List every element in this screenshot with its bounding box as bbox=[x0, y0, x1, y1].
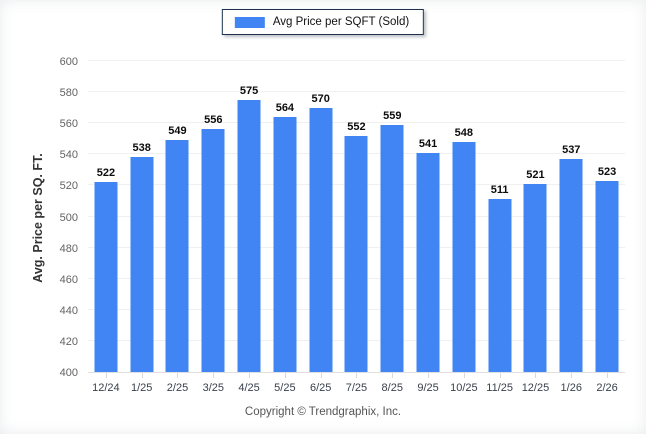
bar bbox=[165, 140, 189, 372]
gridline bbox=[88, 122, 625, 124]
x-tick-label: 1/26 bbox=[560, 382, 582, 394]
y-tick-label: 580 bbox=[59, 87, 78, 100]
bar bbox=[559, 158, 583, 372]
bar-slot: 523 2/26 bbox=[589, 62, 625, 394]
x-axis-tick bbox=[607, 373, 609, 378]
bar-value-label: 575 bbox=[239, 84, 259, 97]
bar-value-label: 541 bbox=[418, 137, 438, 150]
bar bbox=[309, 107, 333, 372]
bar-slot: 564 5/25 bbox=[267, 62, 303, 394]
bar-value-label: 522 bbox=[96, 167, 116, 180]
bar-slot: 575 4/25 bbox=[231, 62, 267, 394]
x-axis-tick bbox=[284, 373, 286, 378]
bar bbox=[380, 124, 404, 372]
x-tick-label: 10/25 bbox=[450, 382, 478, 394]
x-axis-tick bbox=[105, 373, 107, 378]
legend-swatch-icon bbox=[234, 16, 265, 28]
bar bbox=[488, 199, 512, 372]
x-tick-label: 12/24 bbox=[92, 382, 120, 394]
x-axis-tick bbox=[177, 373, 179, 378]
bar bbox=[416, 152, 440, 372]
copyright-text: Copyright © Trendgraphix, Inc. bbox=[244, 406, 402, 418]
x-axis-tick bbox=[320, 373, 322, 378]
x-tick-label: 1/25 bbox=[130, 382, 153, 394]
bar-slot: 521 12/25 bbox=[518, 62, 554, 394]
x-axis-tick bbox=[499, 373, 501, 378]
x-axis-tick bbox=[428, 373, 430, 378]
x-axis-tick bbox=[141, 373, 143, 378]
x-axis-tick bbox=[571, 373, 573, 378]
bar-slot: 552 7/25 bbox=[339, 62, 375, 394]
bar bbox=[273, 116, 297, 372]
y-tick-label: 500 bbox=[59, 211, 78, 224]
x-tick-label: 4/25 bbox=[238, 382, 260, 394]
bar-value-label: 559 bbox=[383, 109, 402, 122]
bar-slot: 538 1/25 bbox=[124, 62, 160, 394]
plot-area: 522 12/24 538 1/25 549 2/25 556 3/25 575 4/25 564 5… bbox=[88, 60, 625, 394]
x-tick-label: 12/25 bbox=[521, 382, 550, 394]
x-tick-label: 9/25 bbox=[417, 382, 439, 394]
y-tick-label: 600 bbox=[59, 56, 78, 68]
x-tick-label: 7/25 bbox=[345, 382, 368, 394]
x-tick-label: 8/25 bbox=[381, 382, 403, 394]
bar-value-label: 552 bbox=[347, 120, 366, 133]
y-tick-label: 480 bbox=[59, 242, 78, 255]
bar-value-label: 564 bbox=[275, 101, 295, 114]
bar-value-label: 511 bbox=[490, 184, 509, 197]
bars-row: 522 12/24 538 1/25 549 2/25 556 3/25 575 4/25 564 5… bbox=[88, 62, 625, 394]
bar-slot: 537 1/26 bbox=[553, 62, 589, 394]
bar-value-label: 549 bbox=[168, 125, 187, 138]
bar bbox=[452, 141, 476, 372]
bar bbox=[130, 157, 154, 372]
bar-slot: 556 3/25 bbox=[195, 62, 231, 394]
bar-value-label: 523 bbox=[597, 165, 617, 178]
bar-slot: 522 12/24 bbox=[88, 62, 124, 394]
bar bbox=[201, 129, 225, 372]
bar-value-label: 548 bbox=[454, 126, 474, 139]
y-tick-label: 520 bbox=[59, 180, 78, 193]
bar-slot: 559 8/25 bbox=[374, 62, 410, 394]
bar bbox=[94, 182, 118, 372]
x-axis-tick bbox=[392, 373, 394, 378]
gridline bbox=[88, 60, 625, 61]
bar bbox=[595, 180, 619, 372]
y-tick-label: 460 bbox=[59, 273, 78, 286]
bar-value-label: 570 bbox=[311, 92, 330, 105]
x-axis-tick bbox=[463, 373, 465, 378]
x-axis-tick bbox=[535, 373, 537, 378]
x-tick-label: 11/25 bbox=[486, 382, 514, 394]
y-tick-label: 540 bbox=[59, 149, 78, 162]
bar-slot: 549 2/25 bbox=[160, 62, 196, 394]
bar bbox=[237, 99, 261, 372]
y-tick-label: 420 bbox=[59, 335, 78, 348]
x-axis-tick bbox=[249, 373, 251, 378]
x-tick-label: 2/26 bbox=[596, 382, 618, 394]
bar-slot: 541 9/25 bbox=[410, 62, 446, 394]
bar-value-label: 556 bbox=[204, 114, 223, 127]
bar-slot: 548 10/25 bbox=[446, 62, 482, 394]
x-axis-tick bbox=[213, 373, 215, 378]
x-tick-label: 3/25 bbox=[202, 382, 224, 394]
bar bbox=[523, 183, 547, 372]
x-tick-label: 2/25 bbox=[166, 382, 189, 394]
y-tick-label: 400 bbox=[59, 367, 78, 379]
legend-label: Avg Price per SQFT (Sold) bbox=[272, 16, 410, 28]
chart-legend: Avg Price per SQFT (Sold) bbox=[221, 9, 425, 35]
bar bbox=[344, 135, 368, 372]
bar-value-label: 537 bbox=[562, 143, 581, 156]
bar-slot: 570 6/25 bbox=[303, 62, 339, 394]
y-tick-label: 560 bbox=[59, 118, 78, 131]
x-tick-label: 6/25 bbox=[309, 382, 332, 394]
bar-value-label: 521 bbox=[526, 168, 545, 181]
x-axis-tick bbox=[356, 373, 358, 378]
y-tick-label: 440 bbox=[59, 304, 78, 317]
bar-value-label: 538 bbox=[132, 142, 151, 155]
x-tick-label: 5/25 bbox=[274, 382, 296, 394]
bar-slot: 511 11/25 bbox=[482, 62, 518, 394]
gridline bbox=[88, 91, 625, 93]
